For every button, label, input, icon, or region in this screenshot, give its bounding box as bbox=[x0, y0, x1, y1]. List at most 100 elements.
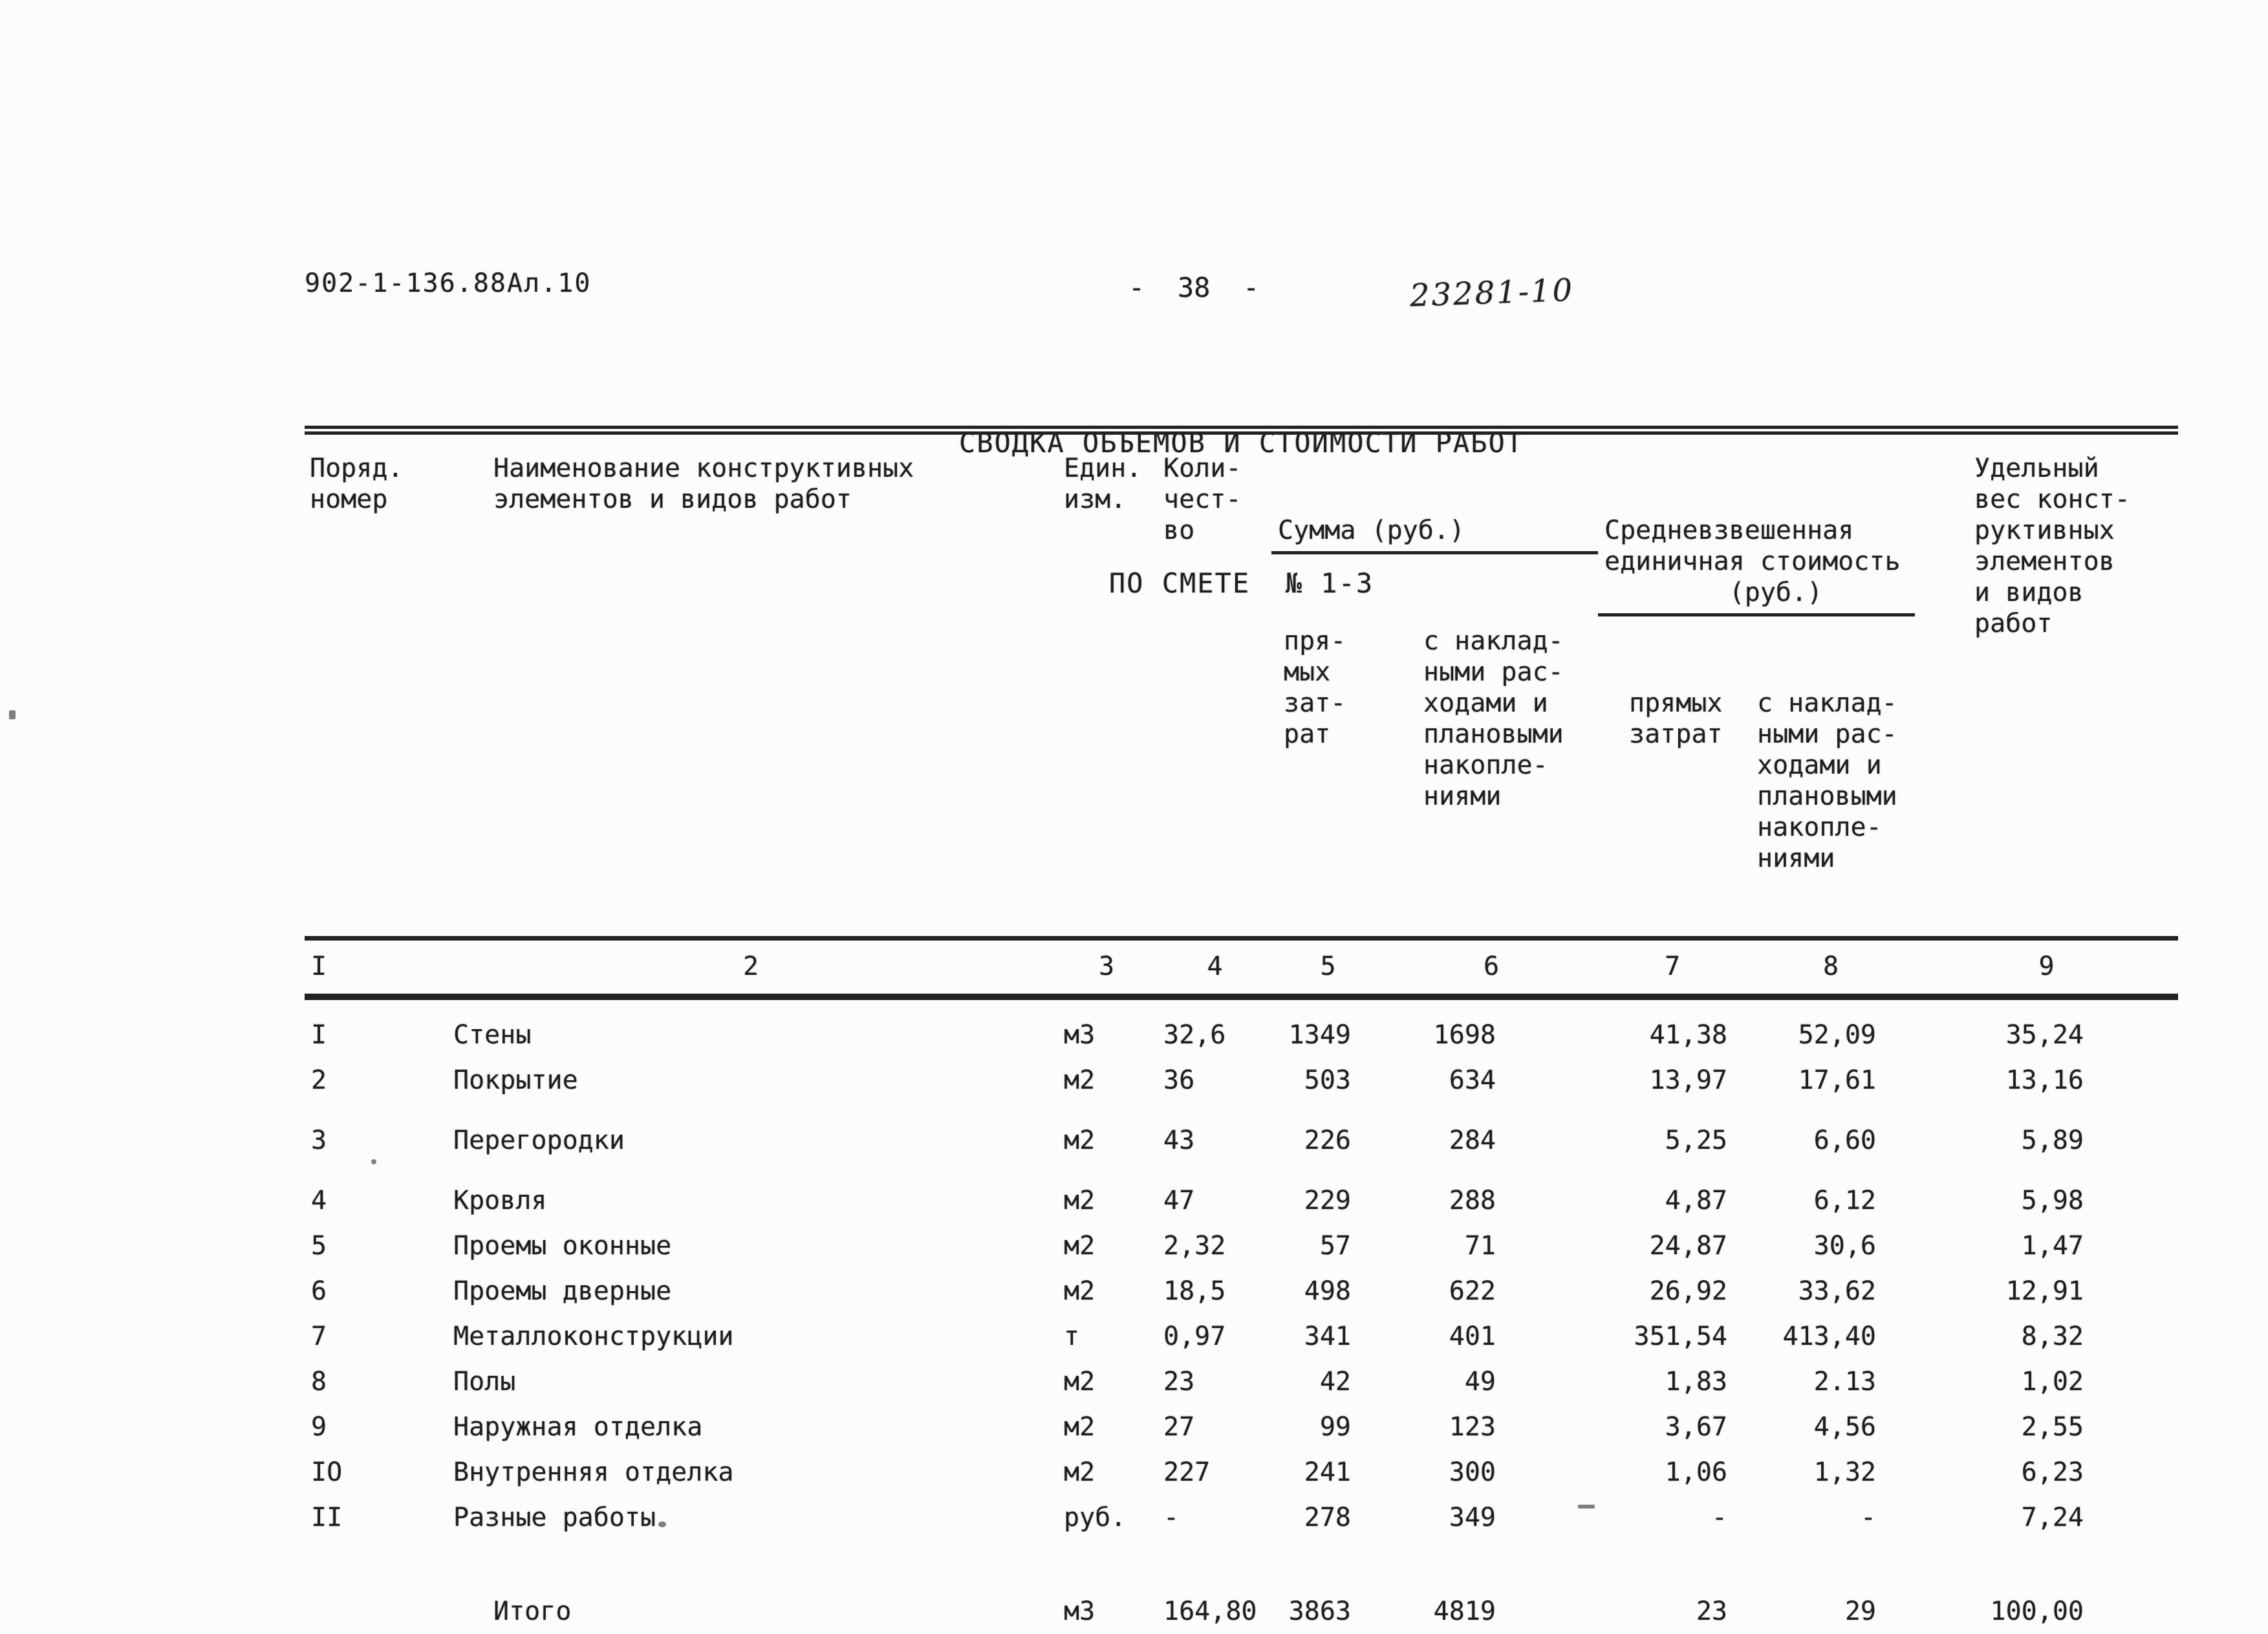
header-sum-direct: пря- мых зат- рат bbox=[1284, 626, 1346, 749]
cell-num: 7 bbox=[311, 1322, 327, 1351]
header-avg-direct: прямых затрат bbox=[1629, 688, 1723, 749]
page-number: - 38 - bbox=[1129, 272, 1260, 303]
cell-unit-cost-direct: 1,06 bbox=[1665, 1457, 1727, 1487]
cell-name: Кровля bbox=[453, 1186, 547, 1215]
cell-num: 4 bbox=[311, 1186, 327, 1215]
cell-qty: 36 bbox=[1163, 1065, 1195, 1095]
cell-sum-direct: 3863 bbox=[1288, 1596, 1351, 1626]
cell-unit-cost-overhead: 29 bbox=[1844, 1596, 1876, 1626]
cell-num: II bbox=[311, 1503, 343, 1532]
cell-weight: 6,23 bbox=[2021, 1457, 2084, 1487]
title-line2: ПО СМЕТЕ № 1-3 bbox=[1108, 567, 1374, 600]
cell-weight: 7,24 bbox=[2021, 1503, 2084, 1532]
cell-unit-cost-direct: 23 bbox=[1696, 1596, 1727, 1626]
cell-unit: м2 bbox=[1064, 1457, 1096, 1487]
total-label: Итого bbox=[493, 1596, 572, 1626]
cell-weight: 5,98 bbox=[2021, 1186, 2084, 1215]
cell-unit: м2 bbox=[1064, 1126, 1096, 1155]
cell-qty: 18,5 bbox=[1163, 1276, 1226, 1306]
header-avg-label: Средневзвешенная единичная стоимость (ру… bbox=[1598, 515, 1915, 616]
table-header-row: Поряд. номер Наименование конструктивных… bbox=[305, 430, 2178, 939]
cell-sum-overhead: 622 bbox=[1449, 1276, 1496, 1306]
cell-unit-cost-direct: 1,83 bbox=[1665, 1367, 1727, 1397]
cell-unit: м2 bbox=[1064, 1186, 1096, 1215]
table-row: 9 Наружная отделка м2 27 99 123 3,67 4,5… bbox=[305, 1404, 2178, 1450]
cell-sum-direct: 278 bbox=[1304, 1503, 1351, 1532]
cell-unit: м2 bbox=[1064, 1276, 1096, 1306]
column-number: 8 bbox=[1747, 936, 1915, 1000]
cell-unit-cost-overhead: 2.13 bbox=[1813, 1367, 1876, 1397]
table-row: II Разные работы руб. - 278 349 - - 7,24 bbox=[305, 1495, 2178, 1540]
cell-weight: 8,32 bbox=[2021, 1322, 2084, 1351]
cell-sum-overhead: 349 bbox=[1449, 1503, 1496, 1532]
table-row: 8 Полы м2 23 42 49 1,83 2.13 1,02 bbox=[305, 1359, 2178, 1404]
scan-artifact bbox=[658, 1521, 666, 1527]
cell-unit-cost-direct: 41,38 bbox=[1649, 1020, 1727, 1050]
cell-weight: 1,47 bbox=[2021, 1231, 2084, 1261]
cell-unit: м3 bbox=[1064, 1596, 1096, 1626]
table-row: I Стены м3 32,6 1349 1698 41,38 52,09 35… bbox=[305, 997, 2178, 1058]
cell-unit-cost-direct: 5,25 bbox=[1665, 1126, 1727, 1155]
cell-unit-cost-overhead: 6,12 bbox=[1813, 1186, 1876, 1215]
cell-sum-overhead: 284 bbox=[1449, 1126, 1496, 1155]
cell-weight: 5,89 bbox=[2021, 1126, 2084, 1155]
cell-unit-cost-direct: 13,97 bbox=[1649, 1065, 1727, 1095]
scan-artifact bbox=[371, 1159, 376, 1164]
cell-unit: м2 bbox=[1064, 1412, 1096, 1442]
table-row: IO Внутренняя отделка м2 227 241 300 1,0… bbox=[305, 1450, 2178, 1495]
cell-qty: 47 bbox=[1163, 1186, 1195, 1215]
column-number: 2 bbox=[447, 936, 1055, 1000]
cell-sum-direct: 241 bbox=[1304, 1457, 1351, 1487]
cell-name: Перегородки bbox=[453, 1126, 625, 1155]
table-row: 3 Перегородки м2 43 226 284 5,25 6,60 5,… bbox=[305, 1103, 2178, 1163]
cell-qty: 164,80 bbox=[1163, 1596, 1257, 1626]
cell-weight: 100,00 bbox=[1990, 1596, 2084, 1626]
cell-name: Металлоконструкции bbox=[453, 1322, 734, 1351]
cell-unit-cost-direct: - bbox=[1711, 1503, 1727, 1532]
header-sum-subrow: пря- мых зат- рат с наклад- ными рас- хо… bbox=[1271, 616, 1598, 812]
cell-unit-cost-direct: 26,92 bbox=[1649, 1276, 1727, 1306]
cell-num: 3 bbox=[311, 1126, 327, 1155]
cell-unit: м2 bbox=[1064, 1367, 1096, 1397]
table-row: 2 Покрытие м2 36 503 634 13,97 17,61 13,… bbox=[305, 1058, 2178, 1103]
cell-unit-cost-overhead: 52,09 bbox=[1798, 1020, 1876, 1050]
cell-num: 2 bbox=[311, 1065, 327, 1095]
document-number: 902-1-136.88Ал.10 bbox=[305, 268, 592, 298]
cell-sum-direct: 99 bbox=[1319, 1412, 1351, 1442]
cell-qty: 227 bbox=[1163, 1457, 1211, 1487]
cell-name: Наружная отделка bbox=[453, 1412, 703, 1442]
cell-unit: м2 bbox=[1064, 1231, 1096, 1261]
header-name: Наименование конструктивных элементов и … bbox=[493, 453, 914, 514]
cell-name: Разные работы bbox=[453, 1503, 656, 1532]
cell-weight: 2,55 bbox=[2021, 1412, 2084, 1442]
cell-unit: т bbox=[1064, 1322, 1080, 1351]
table-row: 6 Проемы дверные м2 18,5 498 622 26,92 3… bbox=[305, 1269, 2178, 1314]
header-avg-group: Средневзвешенная единичная стоимость (ру… bbox=[1598, 430, 1915, 939]
total-row: Итого м3 164,80 3863 4819 23 29 100,00 bbox=[305, 1540, 2178, 1634]
header-unit: Един. изм. bbox=[1064, 453, 1142, 514]
cell-sum-overhead: 123 bbox=[1449, 1412, 1496, 1442]
cell-sum-overhead: 4819 bbox=[1433, 1596, 1496, 1626]
header-sum-group: Сумма (руб.) пря- мых зат- рат с наклад-… bbox=[1271, 430, 1598, 939]
cell-num: I bbox=[311, 1020, 327, 1050]
cell-sum-overhead: 634 bbox=[1449, 1065, 1496, 1095]
cell-name: Стены bbox=[453, 1020, 532, 1050]
cell-sum-overhead: 401 bbox=[1449, 1322, 1496, 1351]
table-row: 5 Проемы оконные м2 2,32 57 71 24,87 30,… bbox=[305, 1223, 2178, 1269]
header-avg-subrow: прямых затрат с наклад- ными рас- ходами… bbox=[1598, 679, 1915, 874]
cell-num: 6 bbox=[311, 1276, 327, 1306]
column-number: 4 bbox=[1158, 936, 1271, 1000]
cell-unit-cost-overhead: 6,60 bbox=[1813, 1126, 1876, 1155]
column-number: 7 bbox=[1598, 936, 1747, 1000]
cell-unit-cost-overhead: 4,56 bbox=[1813, 1412, 1876, 1442]
scan-artifact bbox=[1578, 1505, 1595, 1509]
cell-num: 5 bbox=[311, 1231, 327, 1261]
header-order-number: Поряд. номер bbox=[310, 453, 404, 514]
table-row: 4 Кровля м2 47 229 288 4,87 6,12 5,98 bbox=[305, 1163, 2178, 1223]
cell-unit-cost-direct: 351,54 bbox=[1634, 1322, 1728, 1351]
header-avg-overhead: с наклад- ными рас- ходами и плановыми н… bbox=[1757, 688, 1897, 873]
cell-unit-cost-overhead: 33,62 bbox=[1798, 1276, 1876, 1306]
cell-sum-direct: 1349 bbox=[1288, 1020, 1351, 1050]
cell-sum-direct: 226 bbox=[1304, 1126, 1351, 1155]
cell-num: 9 bbox=[311, 1412, 327, 1442]
